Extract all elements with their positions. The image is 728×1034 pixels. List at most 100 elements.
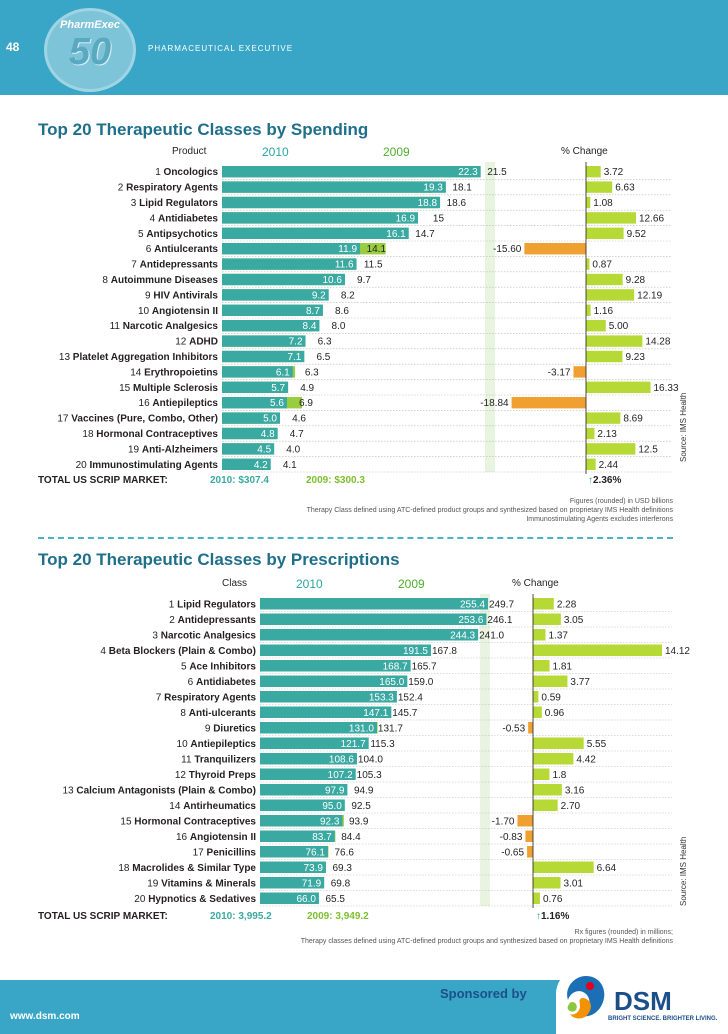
pct-change-bar bbox=[533, 644, 662, 656]
pct-change-label: -0.65 bbox=[501, 847, 524, 858]
category-rank: 18 bbox=[82, 429, 96, 440]
category-label: 14 Erythropoietins bbox=[130, 367, 218, 378]
label-2010: 11.6 bbox=[335, 260, 354, 271]
label-2009: 246.1 bbox=[487, 615, 512, 626]
category-rank: 16 bbox=[139, 398, 153, 409]
spending-change-header: % Change bbox=[561, 146, 608, 157]
label-2009: 6.3 bbox=[305, 367, 319, 378]
label-2009: 131.7 bbox=[378, 723, 403, 734]
label-2009: 152.4 bbox=[398, 692, 423, 703]
pct-change-bar bbox=[586, 458, 596, 470]
label-2010: 147.1 bbox=[363, 708, 388, 719]
label-2010: 11.9 bbox=[338, 244, 357, 255]
pct-change-bar bbox=[533, 629, 546, 641]
category-label: 1 Lipid Regulators bbox=[169, 599, 257, 610]
pct-change-label: 1.8 bbox=[552, 770, 566, 781]
label-2010: 121.7 bbox=[341, 739, 366, 750]
dsm-logo-panel: DSM BRIGHT SCIENCE. BRIGHTER LIVING. bbox=[556, 968, 728, 1034]
label-2009: 167.8 bbox=[432, 646, 457, 657]
pct-change-label: -0.83 bbox=[500, 832, 523, 843]
pct-change-bar bbox=[533, 877, 561, 889]
pct-change-bar bbox=[586, 350, 623, 363]
bar-2010 bbox=[222, 196, 441, 209]
category-rank: 11 bbox=[110, 321, 123, 332]
pct-change-bar bbox=[533, 799, 558, 811]
label-2010: 71.9 bbox=[302, 878, 322, 889]
bar-2010 bbox=[222, 212, 419, 224]
label-2010: 191.5 bbox=[403, 646, 428, 657]
pct-change-bar bbox=[533, 691, 539, 703]
category-name: Antidiabetes bbox=[158, 213, 218, 224]
category-name: Ace Inhibitors bbox=[189, 661, 256, 672]
category-name: ADHD bbox=[189, 337, 218, 348]
pct-change-label: 3.16 bbox=[565, 785, 585, 796]
bar-2010 bbox=[222, 289, 329, 301]
pct-change-label: 3.77 bbox=[570, 677, 590, 688]
label-2010: 19.3 bbox=[423, 183, 443, 194]
label-2009: 165.7 bbox=[412, 661, 437, 672]
category-rank: 15 bbox=[120, 816, 134, 827]
bar-2010 bbox=[260, 815, 343, 827]
pct-change-bar bbox=[586, 304, 591, 316]
label-2010: 9.2 bbox=[312, 290, 326, 301]
pct-change-bar bbox=[586, 258, 590, 270]
label-2010: 73.9 bbox=[304, 863, 324, 874]
category-rank: 5 bbox=[181, 661, 189, 672]
label-2009: 92.5 bbox=[351, 801, 371, 812]
category-label: 7 Antidepressants bbox=[131, 260, 218, 271]
category-label: 2 Antidepressants bbox=[169, 615, 256, 626]
category-name: HIV Antivirals bbox=[153, 290, 218, 301]
category-name: Antiulcerants bbox=[154, 244, 218, 255]
bar-2010 bbox=[222, 443, 275, 455]
page-footer: www.dsm.com Sponsored by DSM BRIGHT SCIE… bbox=[0, 968, 728, 1034]
category-rank: 9 bbox=[205, 723, 213, 734]
category-label: 13 Calcium Antagonists (Plain & Combo) bbox=[62, 785, 256, 796]
bar-2010 bbox=[260, 892, 319, 904]
label-2009: 84.4 bbox=[341, 832, 361, 843]
label-2010: 4.8 bbox=[261, 429, 275, 440]
label-2009: 6.9 bbox=[299, 398, 313, 409]
category-rank: 20 bbox=[134, 894, 148, 905]
category-name: Angiotensin II bbox=[190, 832, 256, 843]
category-name: Narcotic Analgesics bbox=[123, 321, 219, 332]
bar-2010 bbox=[222, 335, 306, 347]
label-2009: 4.1 bbox=[283, 460, 297, 471]
category-rank: 4 bbox=[100, 646, 108, 657]
pct-change-label: 3.72 bbox=[604, 167, 624, 178]
pct-change-label: 8.69 bbox=[623, 414, 643, 425]
bar-2010 bbox=[260, 877, 325, 889]
pct-change-label: 0.96 bbox=[545, 708, 565, 719]
category-label: 17 Penicillins bbox=[193, 847, 257, 858]
pct-change-bar bbox=[573, 366, 586, 378]
label-2009: 14.7 bbox=[415, 229, 435, 240]
bar-2010 bbox=[260, 753, 357, 765]
bar-2010 bbox=[222, 166, 481, 178]
category-label: 8 Autoimmune Diseases bbox=[102, 275, 218, 286]
bar-2010 bbox=[222, 243, 361, 255]
label-2009: 4.6 bbox=[292, 414, 306, 425]
category-name: Vaccines (Pure, Combo, Other) bbox=[71, 414, 218, 425]
guide-band bbox=[480, 594, 490, 906]
label-2009: 69.8 bbox=[331, 878, 351, 889]
category-rank: 3 bbox=[131, 198, 139, 209]
category-rank: 13 bbox=[59, 352, 73, 363]
bar-2010 bbox=[260, 629, 479, 641]
category-rank: 19 bbox=[147, 878, 161, 889]
footer-url[interactable]: www.dsm.com bbox=[10, 1011, 80, 1022]
label-2009: 4.0 bbox=[286, 444, 300, 455]
prescriptions-chart-title: Top 20 Therapeutic Classes by Prescripti… bbox=[38, 550, 400, 569]
bar-2010 bbox=[222, 458, 271, 470]
category-rank: 17 bbox=[57, 414, 71, 425]
category-name: Calcium Antagonists (Plain & Combo) bbox=[76, 785, 256, 796]
bar-2010 bbox=[260, 861, 326, 873]
label-2010: 153.3 bbox=[369, 692, 394, 703]
category-rank: 17 bbox=[193, 847, 207, 858]
pct-change-bar bbox=[586, 320, 606, 332]
bar-2010 bbox=[260, 722, 377, 734]
category-name: Immunostimulating Agents bbox=[89, 460, 218, 471]
label-2010: 95.0 bbox=[322, 801, 342, 812]
category-name: Anti-ulcerants bbox=[189, 708, 257, 719]
category-label: 19 Anti-Alzheimers bbox=[128, 444, 218, 455]
category-rank: 6 bbox=[146, 244, 154, 255]
category-name: Multiple Sclerosis bbox=[133, 383, 218, 394]
